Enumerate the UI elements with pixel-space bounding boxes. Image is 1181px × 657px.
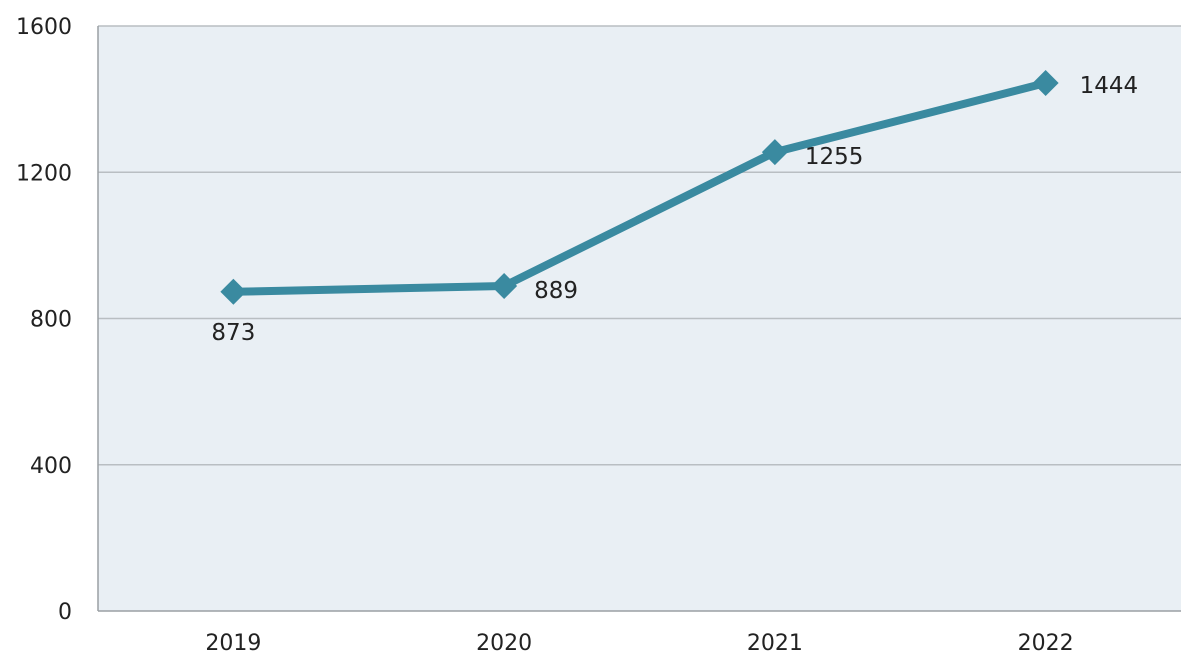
data-label-2019: 873 <box>211 320 255 346</box>
y-axis-ticks: 0 400 800 1200 1600 <box>16 15 72 625</box>
data-label-2020: 889 <box>534 278 578 304</box>
series-line-0 <box>229 79 1050 296</box>
y-tick-label-800: 800 <box>30 308 72 333</box>
x-tick-label-2021: 2021 <box>747 631 803 656</box>
gridlines <box>98 25 1181 466</box>
x-tick-label-2019: 2019 <box>205 631 261 656</box>
data-label-2022: 1444 <box>1080 73 1139 99</box>
axes <box>97 26 1181 612</box>
data-point-2019 <box>220 278 247 305</box>
data-point-2021 <box>761 139 788 166</box>
x-axis-ticks: 2019 2020 2021 2022 <box>205 631 1073 656</box>
series-group <box>220 70 1059 305</box>
y-tick-label-1600: 1600 <box>16 15 72 40</box>
data-label-2021: 1255 <box>805 144 864 170</box>
data-point-2020 <box>491 272 518 299</box>
x-tick-label-2022: 2022 <box>1018 631 1074 656</box>
data-point-2022 <box>1032 70 1059 97</box>
y-tick-label-0: 0 <box>58 600 72 625</box>
y-tick-label-1200: 1200 <box>16 161 72 186</box>
x-tick-label-2020: 2020 <box>476 631 532 656</box>
y-tick-label-400: 400 <box>30 454 72 479</box>
data-labels: 873 889 1255 1444 <box>211 73 1138 346</box>
